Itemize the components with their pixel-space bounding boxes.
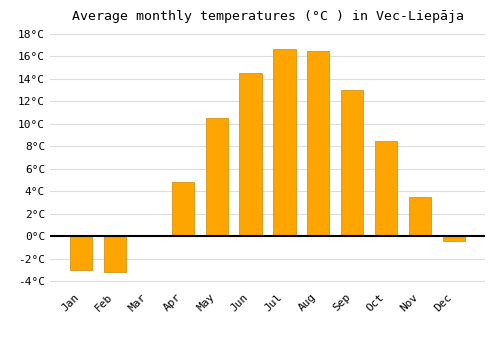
Title: Average monthly temperatures (°C ) in Vec-Liepāja: Average monthly temperatures (°C ) in Ve… — [72, 10, 464, 23]
Bar — [409, 197, 432, 236]
Bar — [376, 141, 398, 236]
Bar — [443, 236, 465, 241]
Bar — [342, 90, 363, 236]
Bar — [70, 236, 92, 270]
Bar — [240, 73, 262, 236]
Bar — [104, 236, 126, 272]
Bar — [308, 50, 330, 236]
Bar — [274, 49, 295, 236]
Bar — [138, 235, 160, 236]
Bar — [206, 118, 228, 236]
Bar — [172, 182, 194, 236]
